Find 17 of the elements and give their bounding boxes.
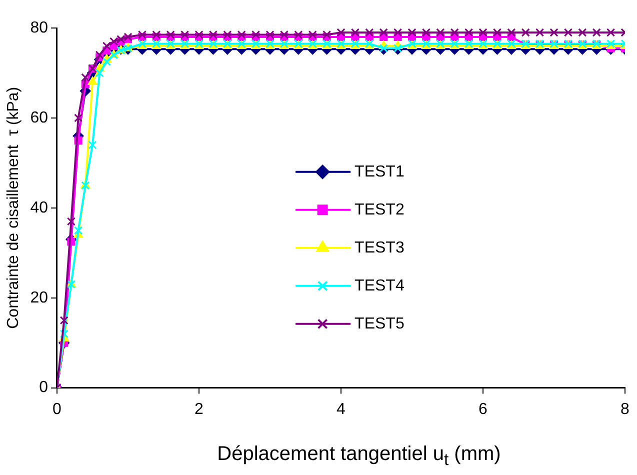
- y-tick-label: 80: [30, 19, 48, 36]
- y-tick-label: 60: [30, 109, 48, 126]
- y-tick-label: 40: [30, 199, 48, 216]
- y-tick-label: 0: [39, 379, 48, 396]
- legend-label: TEST2: [354, 201, 404, 218]
- y-axis-title: Contrainte de cisaillement τ (kPa): [5, 86, 22, 329]
- legend-label: TEST5: [354, 315, 404, 332]
- x-tick-label: 8: [620, 400, 630, 418]
- x-axis-title: Déplacement tangentiel u$_{t}$ (mm): [216, 443, 502, 470]
- legend-label: TEST1: [354, 163, 404, 180]
- legend-label: TEST4: [354, 277, 404, 294]
- x-tick-label: 4: [336, 400, 346, 418]
- x-tick-label: 0: [52, 400, 62, 418]
- x-tick-label: 6: [478, 400, 488, 418]
- legend-label: TEST3: [354, 239, 404, 256]
- x-tick-label: 2: [194, 400, 204, 418]
- y-tick-label: 20: [30, 289, 48, 306]
